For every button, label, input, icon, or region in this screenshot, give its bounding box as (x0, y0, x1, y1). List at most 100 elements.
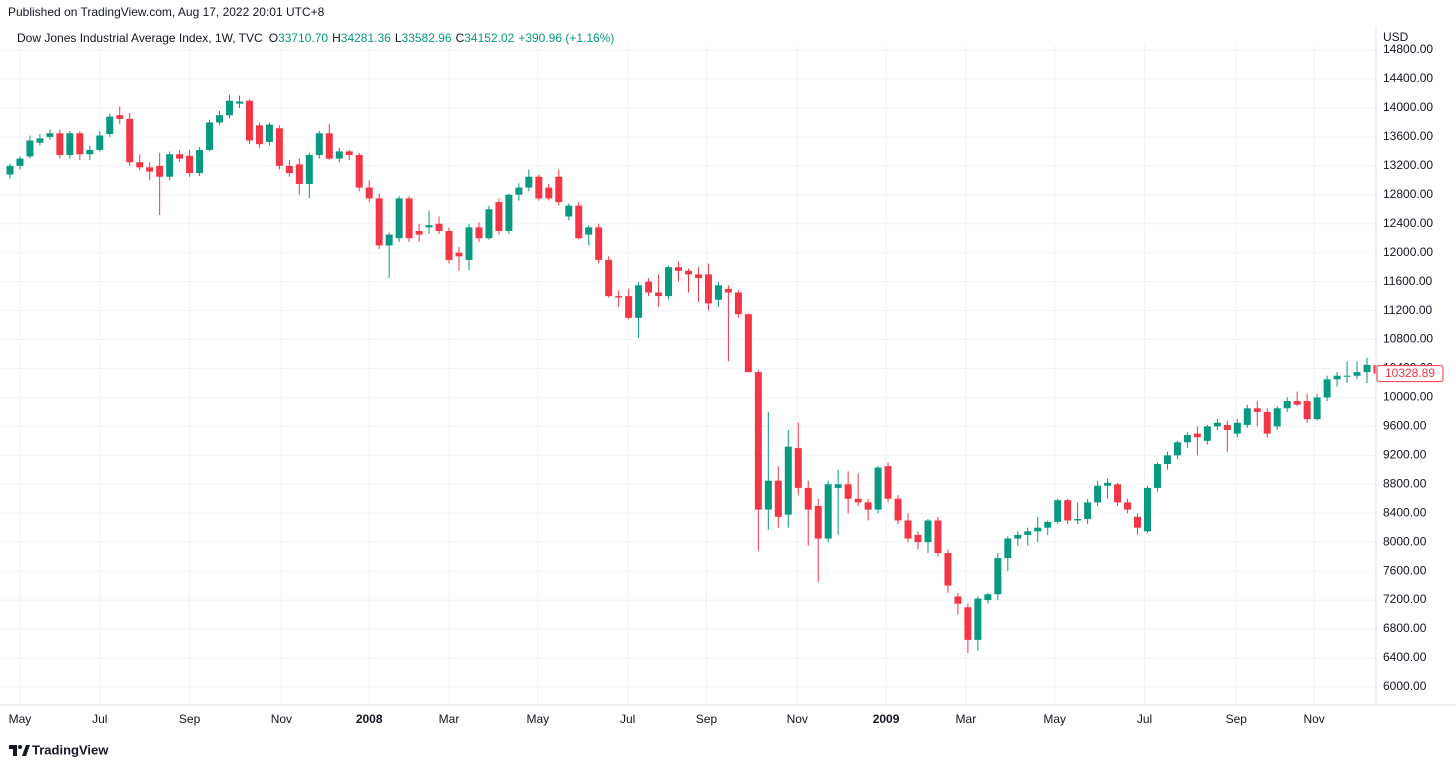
c-label: C (456, 31, 465, 45)
candle-body (315, 133, 323, 155)
candle-body (904, 520, 912, 539)
candle-body (1124, 502, 1132, 510)
y-tick-label: 12000.00 (1383, 245, 1433, 259)
logo-mark (22, 745, 30, 756)
candle-body (834, 484, 842, 488)
candle-body (555, 176, 563, 203)
candle-body (675, 267, 683, 271)
candle-body (385, 234, 393, 246)
candle-body (525, 176, 533, 188)
candle-body (655, 292, 663, 297)
candle-body (395, 198, 403, 239)
c-value: 34152.02 (464, 31, 514, 45)
candle-body (465, 227, 473, 260)
y-tick-label: 7600.00 (1383, 563, 1427, 577)
candle-body (116, 115, 124, 119)
candle-body (1253, 408, 1261, 412)
last-price-box (1376, 365, 1444, 383)
candle-body (934, 520, 942, 554)
candle-body (984, 594, 992, 601)
footer-brand: TradingView (32, 742, 109, 757)
h-value: 34281.36 (341, 31, 391, 45)
y-tick-label: 11200.00 (1383, 303, 1432, 317)
x-tick-label: Sep (179, 712, 201, 726)
x-tick-label: Mar (439, 712, 460, 726)
y-tick-label: 11600.00 (1383, 274, 1432, 288)
candle-body (285, 165, 293, 174)
x-tick-label: May (526, 712, 549, 726)
candle-body (305, 155, 313, 184)
candle-body (275, 128, 283, 166)
logo-dot (18, 745, 22, 749)
x-tick-label: 2008 (356, 712, 383, 726)
candle-body (974, 598, 982, 640)
candle-body (1193, 433, 1201, 438)
candle-body (1233, 422, 1241, 434)
candle-body (245, 100, 253, 141)
candle-body (1353, 372, 1361, 376)
candle-body (196, 149, 204, 174)
candle-body (844, 484, 852, 499)
x-tick-label: Sep (696, 712, 718, 726)
candle-body (126, 118, 134, 163)
candle-body (874, 467, 882, 510)
x-tick-label: Nov (1303, 712, 1324, 726)
candle-body (156, 165, 164, 177)
y-tick-label: 14400.00 (1383, 71, 1433, 85)
candle-body (1153, 464, 1161, 488)
y-tick-label: 14000.00 (1383, 100, 1433, 114)
candle-body (924, 520, 932, 543)
candle-body (944, 553, 952, 586)
candle-body (206, 122, 214, 150)
candle-body (445, 230, 453, 260)
candle-body (495, 202, 503, 231)
candle-body (1074, 519, 1082, 521)
candle-body (1024, 531, 1032, 535)
candle-body (415, 230, 423, 235)
candle-body (355, 155, 363, 188)
candle-body (954, 596, 962, 604)
candle-body (774, 480, 782, 517)
candle-body (6, 165, 14, 175)
x-tick-label: Mar (956, 712, 977, 726)
x-tick-label: Nov (787, 712, 808, 726)
candle-body (36, 138, 44, 143)
candle-body (1263, 411, 1271, 434)
candle-body (265, 124, 273, 142)
change: +390.96 (+1.16%) (518, 31, 614, 45)
y-tick-label: 12800.00 (1383, 187, 1433, 201)
candle-body (784, 446, 792, 515)
candle-body (505, 194, 513, 231)
candle-body (56, 133, 64, 155)
candle-body (635, 285, 643, 318)
l-value: 33582.96 (402, 31, 452, 45)
o-value: 33710.70 (278, 31, 328, 45)
candle-body (685, 270, 692, 275)
candle-body (1014, 534, 1022, 539)
candle-body (515, 187, 523, 195)
candle-body (894, 498, 902, 521)
y-tick-label: 7200.00 (1383, 592, 1427, 606)
candle-body (1273, 408, 1281, 427)
candle-body (1084, 502, 1092, 520)
candle-body (754, 372, 762, 510)
x-tick-label: May (1043, 712, 1066, 726)
candle-body (405, 198, 413, 239)
candle-body (375, 198, 383, 246)
candle-body (1163, 455, 1171, 465)
candles (6, 94, 1376, 653)
candle-body (615, 296, 623, 298)
x-tick-label: Jul (92, 712, 107, 726)
candle-body (186, 155, 194, 174)
candle-body (645, 281, 653, 293)
logo (9, 745, 30, 756)
candle-body (1343, 375, 1351, 377)
y-tick-label: 13600.00 (1383, 129, 1433, 143)
candle-body (295, 164, 303, 184)
candle-body (884, 466, 892, 499)
y-tick-label: 12400.00 (1383, 216, 1433, 230)
candle-body (1004, 538, 1012, 559)
candle-body (46, 133, 54, 137)
candle-body (455, 252, 463, 257)
candle-body (16, 158, 24, 166)
